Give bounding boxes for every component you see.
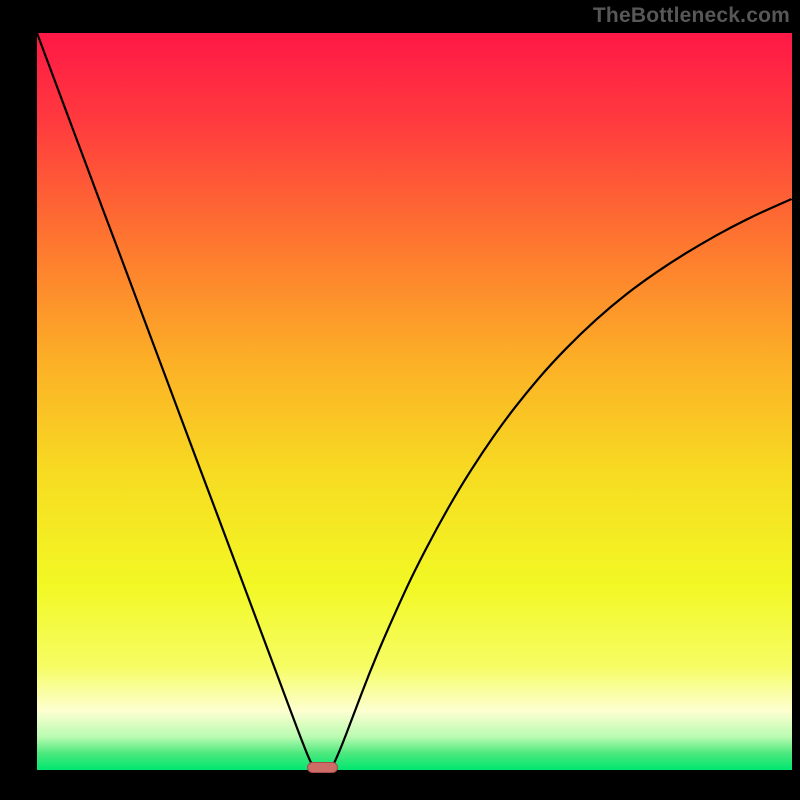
curve-left [37, 33, 313, 766]
plot-area [37, 33, 792, 770]
chart-outer-frame [0, 0, 800, 800]
curves-layer [37, 33, 792, 770]
bottleneck-marker [307, 762, 339, 773]
watermark-text: TheBottleneck.com [593, 4, 790, 28]
curve-right [333, 199, 792, 766]
